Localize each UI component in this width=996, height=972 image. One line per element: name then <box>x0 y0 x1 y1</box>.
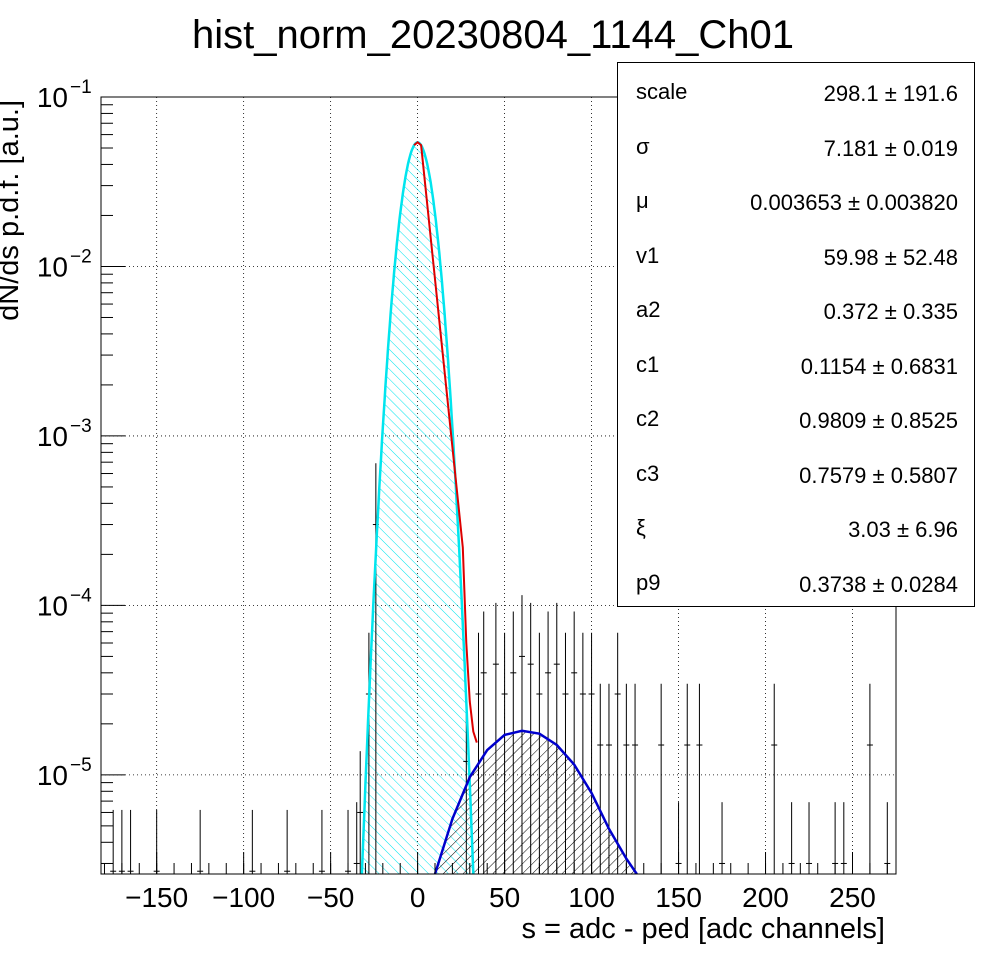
x-tick-label: 200 <box>742 882 789 913</box>
stat-name: σ <box>636 133 650 159</box>
stat-value: 0.372 ± 0.335 <box>823 299 958 324</box>
stat-name: scale <box>636 79 688 104</box>
fit-statistics-box: scale 298.1 ± 191.6 σ 7.181 ± 0.019 μ 0.00365… <box>617 62 975 607</box>
stat-value: 298.1 ± 191.6 <box>823 81 958 106</box>
x-tick-label: −50 <box>307 882 355 913</box>
stat-row: c1 0.1154 ± 0.6831 <box>618 336 974 390</box>
stat-name: c2 <box>636 406 660 431</box>
stat-value: 0.9809 ± 0.8525 <box>799 408 958 433</box>
x-tick-label: 150 <box>655 882 702 913</box>
stat-row: μ 0.003653 ± 0.003820 <box>618 172 974 226</box>
y-tick-labels: 10−510−410−310−210−1 <box>37 77 92 791</box>
signal-fill <box>435 730 637 874</box>
stat-name: c1 <box>636 351 660 377</box>
stat-row: c2 0.9809 ± 0.8525 <box>618 390 974 444</box>
x-tick-label: 0 <box>410 882 426 913</box>
y-tick-exponent: −1 <box>70 77 92 98</box>
stat-value: 0.7579 ± 0.5807 <box>799 462 958 488</box>
x-tick-label: 50 <box>489 882 520 913</box>
x-tick-labels: −150 −100 −50 0 50 100 150 200 250 <box>125 882 876 913</box>
stat-value: 7.181 ± 0.019 <box>823 135 958 161</box>
stat-value: 59.98 ± 52.48 <box>823 244 958 270</box>
stat-value: 0.1154 ± 0.6831 <box>800 353 958 379</box>
stat-value: 3.03 ± 6.96 <box>848 517 958 542</box>
stat-value: 0.003653 ± 0.003820 <box>750 190 958 215</box>
stat-name: μ <box>636 188 649 213</box>
stat-value: 0.3738 ± 0.0284 <box>799 571 958 597</box>
x-axis-label: s = adc - ped [adc channels] <box>521 913 885 945</box>
stat-name: ξ <box>636 515 646 540</box>
y-tick-exponent: −3 <box>70 416 92 437</box>
stat-name: p9 <box>636 569 661 595</box>
stat-row: v1 59.98 ± 52.48 <box>618 227 974 281</box>
pedestal-fill <box>361 142 474 874</box>
stat-row: p9 0.3738 ± 0.0284 <box>618 554 974 608</box>
total-fit-curve <box>413 141 478 743</box>
stat-row: σ 7.181 ± 0.019 <box>618 118 974 172</box>
series-layer <box>110 141 891 874</box>
y-tick-label: 10 <box>37 251 68 282</box>
x-tick-label: 250 <box>829 882 876 913</box>
y-tick-label: 10 <box>37 760 68 791</box>
stat-row: scale 298.1 ± 191.6 <box>618 63 974 117</box>
y-tick-exponent: −2 <box>70 246 92 267</box>
axis-ticks <box>101 96 888 874</box>
stat-name: a2 <box>636 297 661 322</box>
stat-row: a2 0.372 ± 0.335 <box>618 281 974 335</box>
y-tick-label: 10 <box>37 421 68 452</box>
y-tick-exponent: −5 <box>70 755 92 776</box>
stat-name: c3 <box>636 460 660 486</box>
chart-title: hist_norm_20230804_1144_Ch01 <box>192 13 794 57</box>
stat-row: c3 0.7579 ± 0.5807 <box>618 445 974 499</box>
y-axis-label: dN/ds p.d.f. [a.u.] <box>0 100 25 321</box>
signal-curve <box>433 729 638 874</box>
x-tick-label: −100 <box>212 882 275 913</box>
stat-row: ξ 3.03 ± 6.96 <box>618 499 974 553</box>
y-tick-label: 10 <box>37 82 68 113</box>
x-tick-label: 100 <box>568 882 615 913</box>
stat-name: v1 <box>636 242 660 268</box>
x-tick-label: −150 <box>125 882 188 913</box>
y-tick-exponent: −4 <box>70 585 92 606</box>
y-tick-label: 10 <box>37 590 68 621</box>
